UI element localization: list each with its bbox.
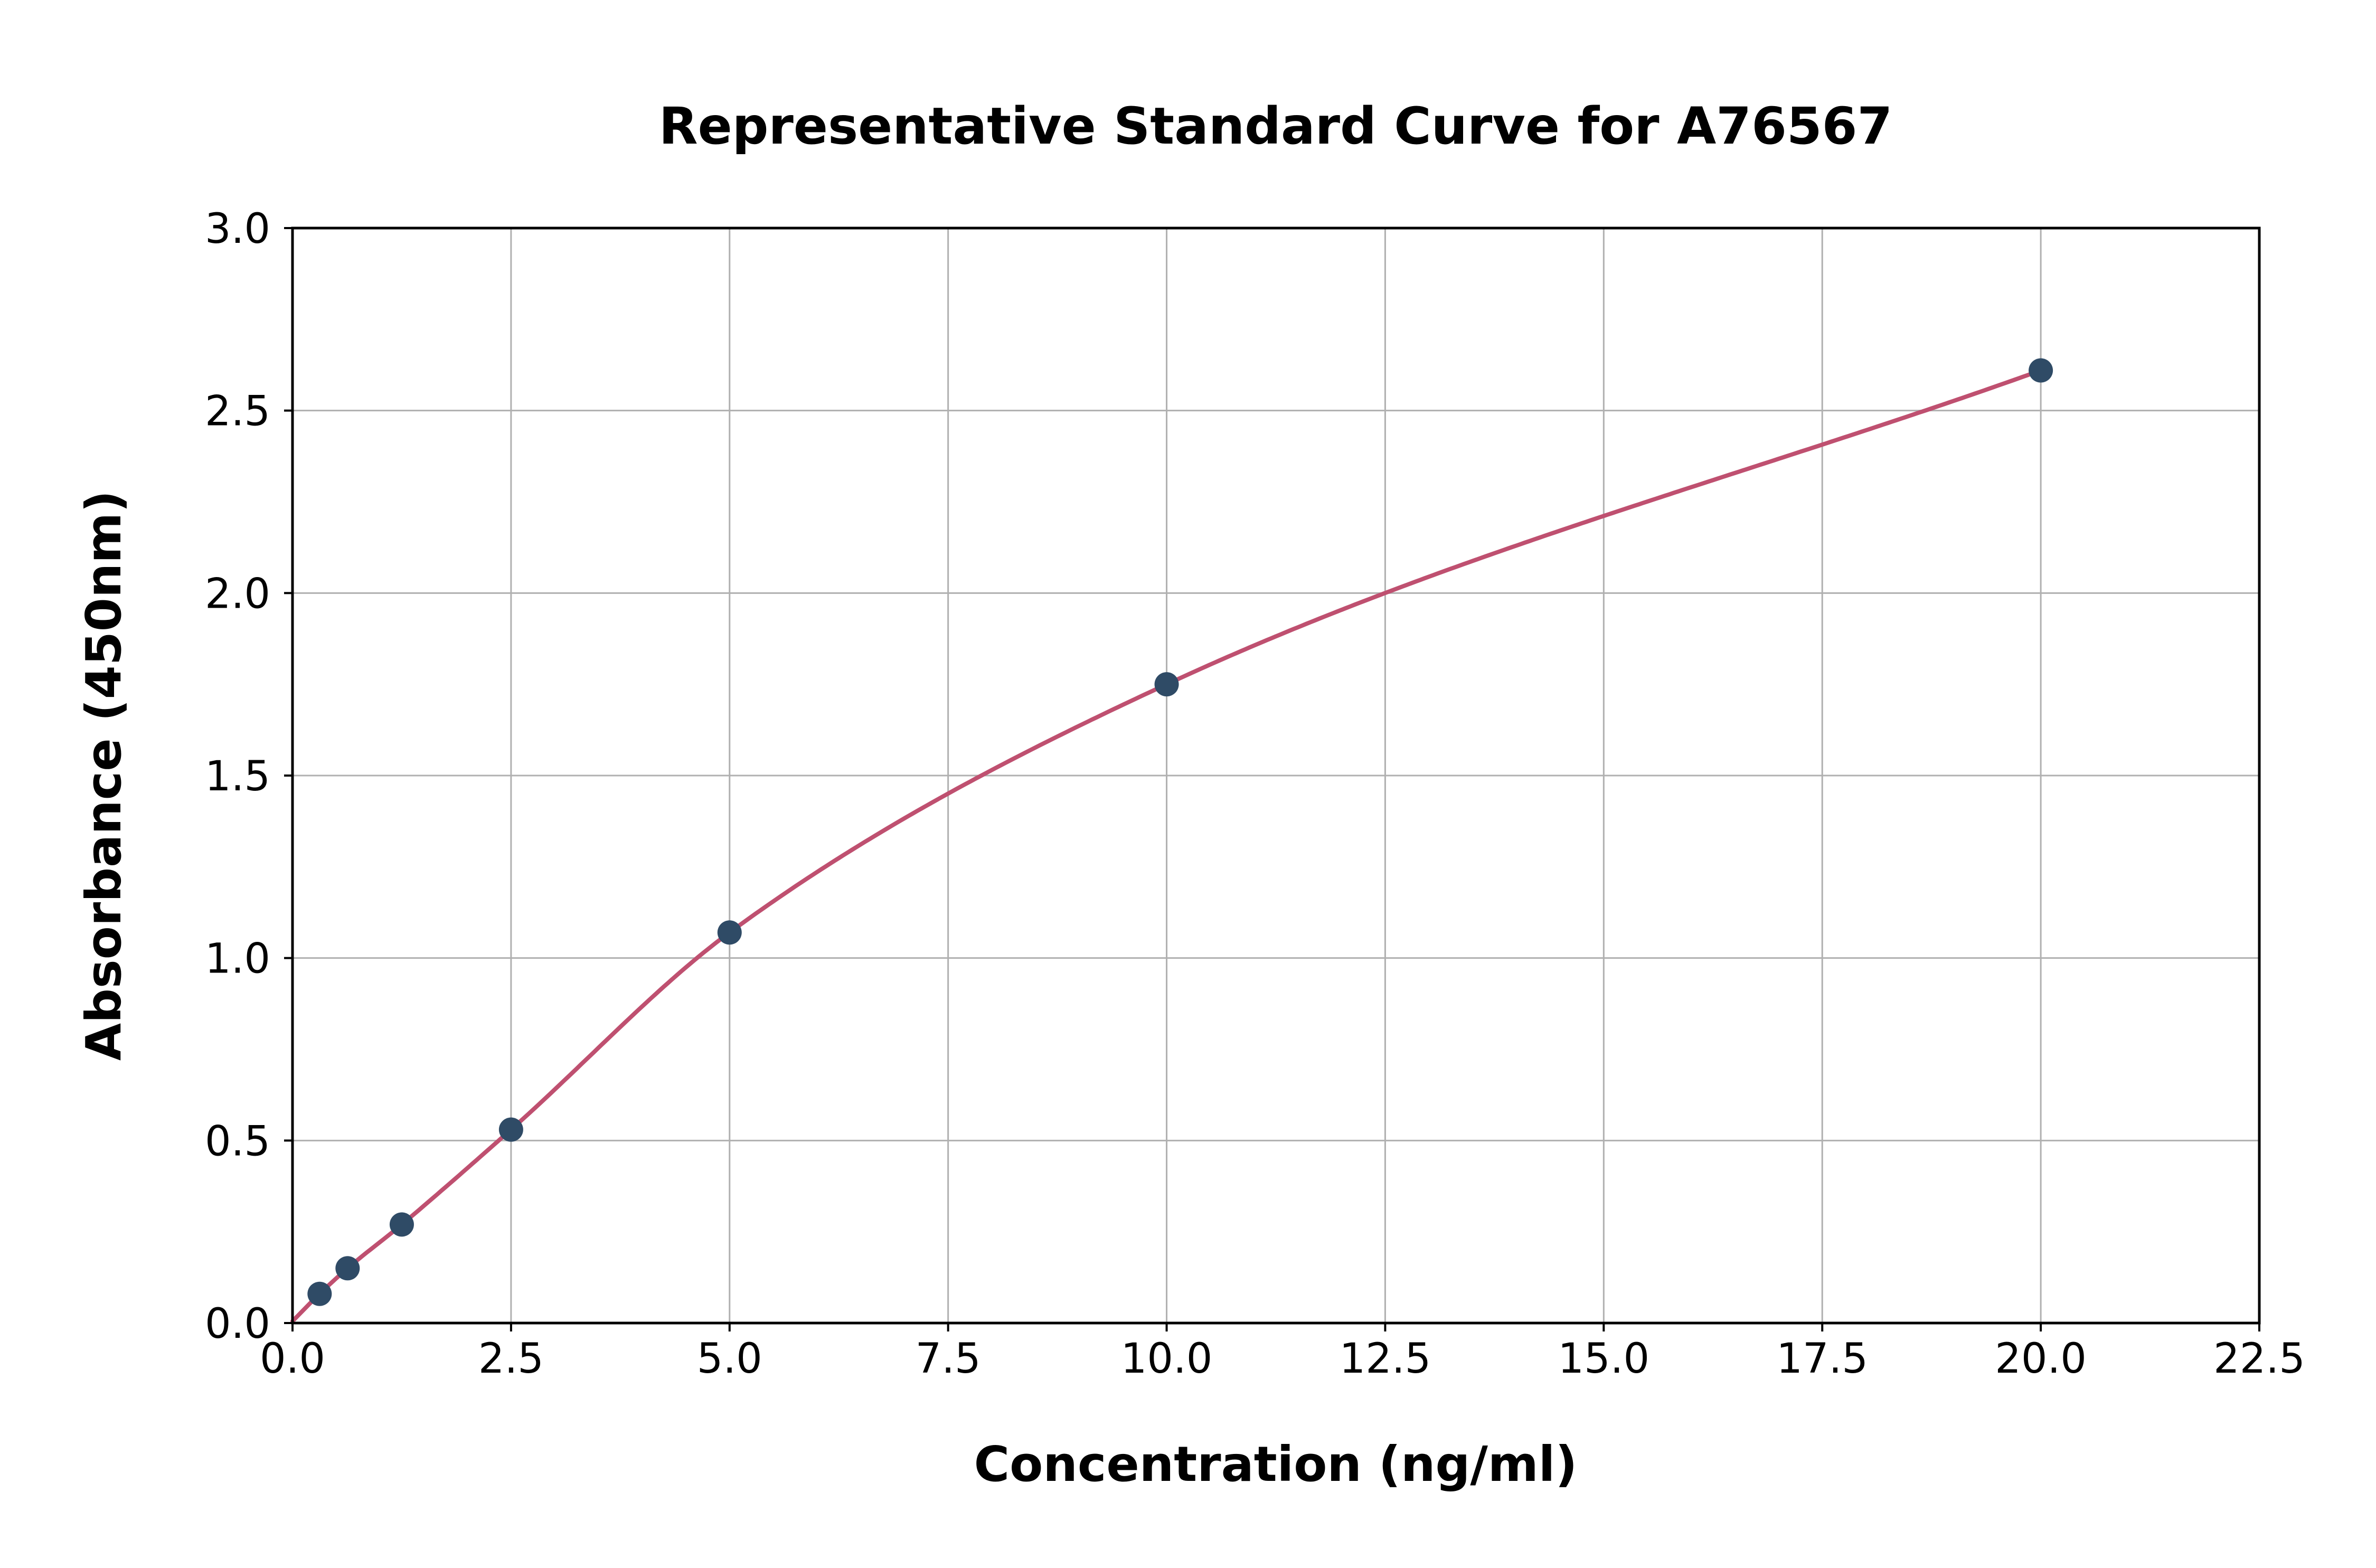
x-tick-label: 20.0	[1995, 1335, 2087, 1383]
x-tick-label: 22.5	[2213, 1335, 2305, 1383]
y-tick-label: 1.0	[205, 936, 270, 983]
grid-lines	[291, 227, 2260, 1324]
x-tick-label: 2.5	[478, 1335, 544, 1383]
x-tick-label: 7.5	[916, 1335, 981, 1383]
y-tick-label: 2.5	[205, 388, 270, 436]
y-tick-label: 0.0	[205, 1300, 270, 1348]
x-tick-label: 12.5	[1340, 1335, 1431, 1383]
chart-title: Representative Standard Curve for A76567	[659, 97, 1893, 156]
standard-point	[307, 1281, 332, 1306]
y-axis-label: Absorbance (450nm)	[76, 490, 132, 1061]
standard-point	[717, 920, 742, 945]
x-tick-label: 5.0	[697, 1335, 762, 1383]
standard-point	[1154, 672, 1179, 697]
axis-ticks	[284, 227, 2260, 1331]
y-tick-label: 1.5	[205, 753, 270, 800]
y-tick-label: 0.5	[205, 1118, 270, 1165]
x-tick-label: 17.5	[1776, 1335, 1868, 1383]
axis-tick-labels: 0.0 2.5 5.0 7.5 10.0 12.5 15.0 17.5 20.0 22.5 0.0 0…	[205, 205, 2305, 1383]
data-points	[307, 358, 2053, 1306]
x-tick-label: 10.0	[1121, 1335, 1213, 1383]
standard-point	[498, 1117, 523, 1142]
standard-point	[389, 1212, 414, 1237]
x-axis-label: Concentration (ng/ml)	[974, 1436, 1578, 1493]
y-tick-label: 2.0	[205, 570, 270, 618]
y-tick-label: 3.0	[205, 205, 270, 253]
x-tick-label: 0.0	[260, 1335, 325, 1383]
x-tick-label: 15.0	[1558, 1335, 1649, 1383]
standard-point	[2029, 358, 2053, 383]
standard-point	[335, 1256, 360, 1281]
